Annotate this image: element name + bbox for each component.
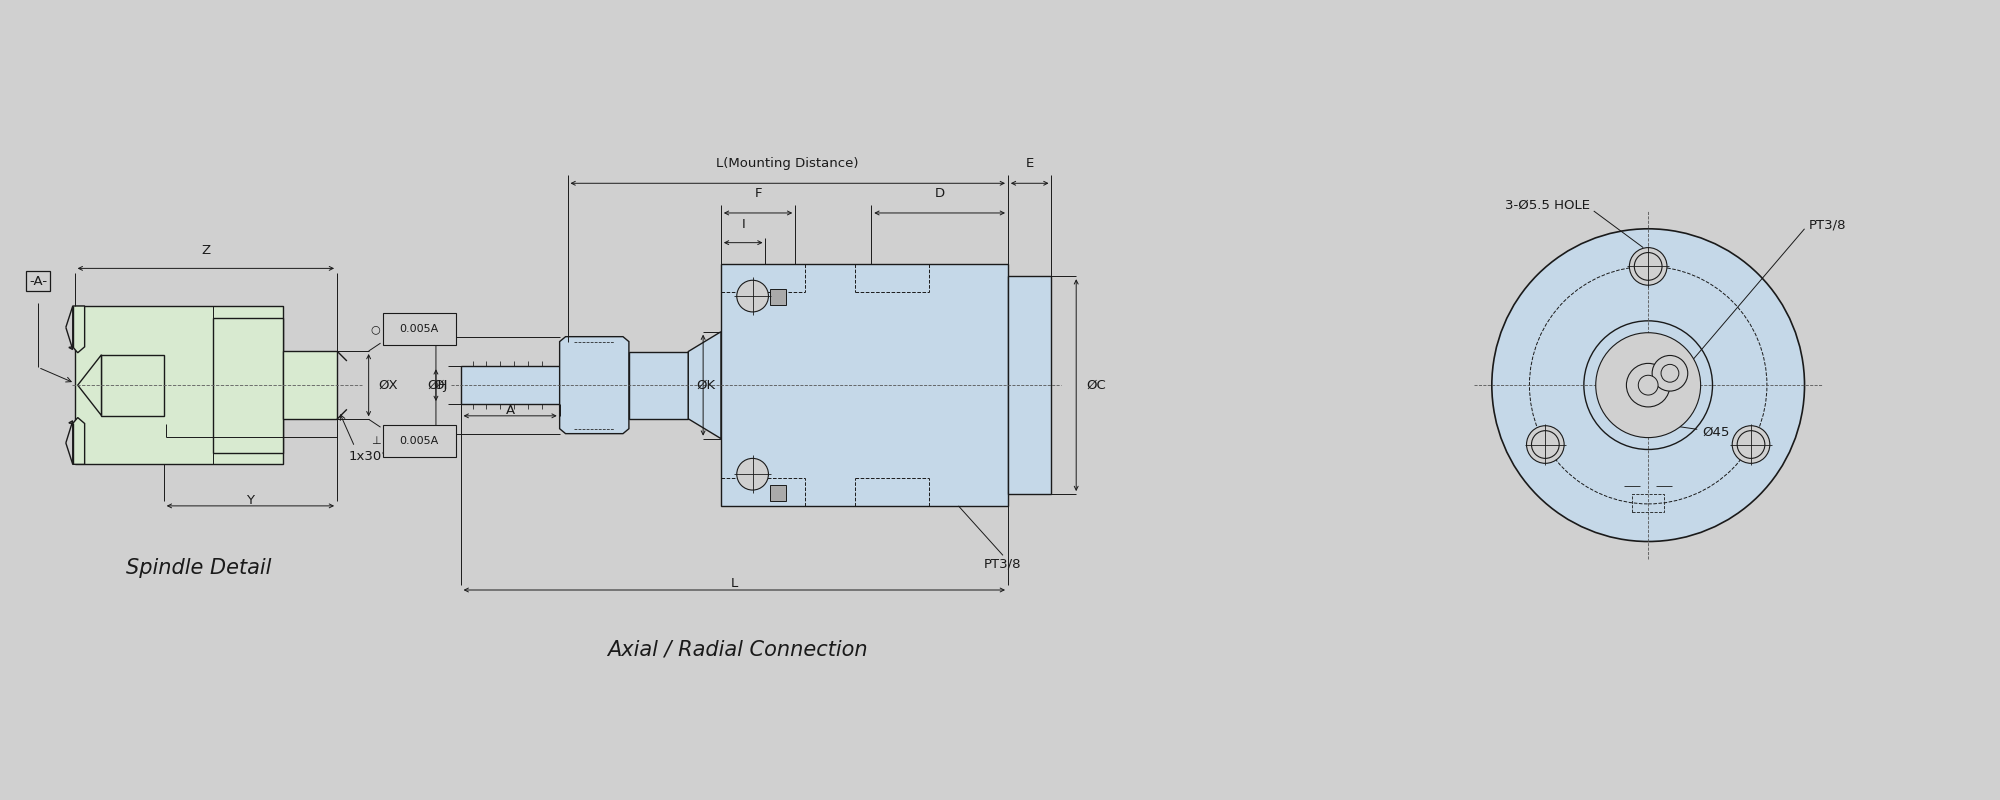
- Circle shape: [1652, 355, 1688, 391]
- Circle shape: [1596, 333, 1700, 438]
- Polygon shape: [628, 351, 688, 419]
- Circle shape: [1584, 321, 1712, 450]
- Text: Y: Y: [246, 494, 254, 507]
- Polygon shape: [102, 354, 164, 415]
- Polygon shape: [72, 418, 84, 464]
- Text: D: D: [934, 187, 944, 200]
- Polygon shape: [78, 354, 102, 415]
- Circle shape: [1732, 426, 1770, 463]
- Circle shape: [736, 458, 768, 490]
- Text: ØH: ØH: [428, 378, 448, 392]
- Text: 0.005A: 0.005A: [400, 436, 438, 446]
- Text: L: L: [730, 577, 738, 590]
- Polygon shape: [460, 366, 560, 404]
- Circle shape: [1492, 229, 1804, 542]
- Circle shape: [1626, 363, 1670, 407]
- Text: ØK: ØK: [696, 378, 716, 392]
- Circle shape: [736, 280, 768, 312]
- Circle shape: [1526, 426, 1564, 463]
- Bar: [770, 485, 786, 501]
- Text: F: F: [754, 187, 762, 200]
- Text: ○: ○: [370, 324, 380, 334]
- Text: PT3/8: PT3/8: [984, 558, 1022, 570]
- Text: 3-Ø5.5 HOLE: 3-Ø5.5 HOLE: [1504, 198, 1590, 211]
- Text: ⊥: ⊥: [370, 436, 380, 446]
- Polygon shape: [282, 351, 336, 419]
- Text: L(Mounting Distance): L(Mounting Distance): [716, 158, 858, 170]
- Text: Spindle Detail: Spindle Detail: [126, 558, 272, 578]
- Circle shape: [1630, 248, 1666, 286]
- Text: Z: Z: [202, 243, 210, 257]
- Circle shape: [1532, 430, 1560, 458]
- Bar: [1632, 494, 1664, 512]
- Polygon shape: [214, 318, 282, 453]
- Bar: [770, 289, 786, 305]
- Polygon shape: [688, 332, 720, 438]
- Text: Ø45: Ø45: [1702, 426, 1730, 439]
- Polygon shape: [560, 337, 628, 434]
- Text: ØC: ØC: [1086, 378, 1106, 392]
- Text: I: I: [742, 218, 746, 230]
- Text: E: E: [1026, 158, 1034, 170]
- Circle shape: [1738, 430, 1764, 458]
- Circle shape: [1638, 375, 1658, 395]
- FancyBboxPatch shape: [382, 425, 456, 457]
- Polygon shape: [74, 306, 282, 464]
- Text: PT3/8: PT3/8: [1808, 218, 1846, 231]
- Text: 0.005A: 0.005A: [400, 324, 438, 334]
- Text: A: A: [506, 404, 514, 417]
- Polygon shape: [720, 265, 1008, 506]
- Polygon shape: [72, 306, 84, 353]
- Text: -A-: -A-: [30, 274, 48, 288]
- Text: Axial / Radial Connection: Axial / Radial Connection: [608, 639, 868, 659]
- Circle shape: [1634, 253, 1662, 280]
- FancyBboxPatch shape: [382, 314, 456, 345]
- Text: 1x30°: 1x30°: [348, 450, 388, 463]
- Text: ØJ: ØJ: [434, 378, 448, 392]
- Circle shape: [1662, 364, 1678, 382]
- Polygon shape: [1008, 276, 1052, 494]
- Text: ØX: ØX: [378, 378, 398, 392]
